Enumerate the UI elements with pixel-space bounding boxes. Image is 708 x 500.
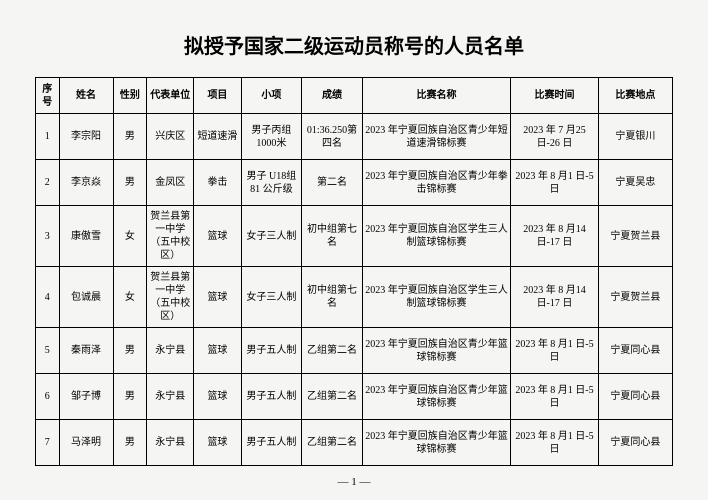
- header-gender: 性别: [113, 78, 147, 114]
- cell-name: 秦雨泽: [59, 328, 113, 374]
- cell-result: 乙组第二名: [302, 420, 363, 466]
- cell-seq: 4: [36, 267, 60, 328]
- cell-competition: 2023 年宁夏回族自治区学生三人制篮球锦标赛: [362, 206, 510, 267]
- cell-event: 男子五人制: [241, 374, 302, 420]
- cell-event: 男子 U18组 81 公斤级: [241, 160, 302, 206]
- header-venue: 比赛地点: [598, 78, 672, 114]
- cell-unit: 兴庆区: [147, 114, 194, 160]
- cell-result: 乙组第二名: [302, 374, 363, 420]
- cell-unit: 金凤区: [147, 160, 194, 206]
- cell-venue: 宁夏贺兰县: [598, 267, 672, 328]
- cell-time: 2023 年 7 月25 日-26 日: [511, 114, 599, 160]
- cell-unit: 贺兰县第一中学（五中校区）: [147, 206, 194, 267]
- table-row: 1 李宗阳 男 兴庆区 短道速滑 男子丙组1000米 01:36.250第四名 …: [36, 114, 673, 160]
- cell-name: 包诚晨: [59, 267, 113, 328]
- table-row: 5 秦雨泽 男 永宁县 篮球 男子五人制 乙组第二名 2023 年宁夏回族自治区…: [36, 328, 673, 374]
- cell-result: 初中组第七名: [302, 267, 363, 328]
- cell-venue: 宁夏同心县: [598, 328, 672, 374]
- cell-sport: 篮球: [194, 267, 241, 328]
- cell-time: 2023 年 8 月14 日-17 日: [511, 206, 599, 267]
- cell-seq: 3: [36, 206, 60, 267]
- cell-sport: 篮球: [194, 206, 241, 267]
- cell-seq: 2: [36, 160, 60, 206]
- cell-time: 2023 年 8 月1 日-5 日: [511, 160, 599, 206]
- cell-result: 第二名: [302, 160, 363, 206]
- table-row: 2 李京焱 男 金凤区 拳击 男子 U18组 81 公斤级 第二名 2023 年…: [36, 160, 673, 206]
- cell-name: 马泽明: [59, 420, 113, 466]
- cell-gender: 男: [113, 374, 147, 420]
- header-unit: 代表单位: [147, 78, 194, 114]
- cell-time: 2023 年 8 月1 日-5 日: [511, 374, 599, 420]
- table-row: 3 康傲雪 女 贺兰县第一中学（五中校区） 篮球 女子三人制 初中组第七名 20…: [36, 206, 673, 267]
- header-name: 姓名: [59, 78, 113, 114]
- cell-seq: 1: [36, 114, 60, 160]
- header-time: 比赛时间: [511, 78, 599, 114]
- cell-event: 女子三人制: [241, 267, 302, 328]
- cell-name: 李宗阳: [59, 114, 113, 160]
- cell-unit: 贺兰县第一中学（五中校区）: [147, 267, 194, 328]
- cell-gender: 男: [113, 114, 147, 160]
- cell-unit: 永宁县: [147, 374, 194, 420]
- cell-gender: 男: [113, 420, 147, 466]
- cell-seq: 7: [36, 420, 60, 466]
- cell-venue: 宁夏贺兰县: [598, 206, 672, 267]
- cell-gender: 男: [113, 160, 147, 206]
- cell-result: 初中组第七名: [302, 206, 363, 267]
- cell-venue: 宁夏同心县: [598, 374, 672, 420]
- cell-name: 李京焱: [59, 160, 113, 206]
- cell-unit: 永宁县: [147, 420, 194, 466]
- cell-sport: 篮球: [194, 420, 241, 466]
- cell-seq: 5: [36, 328, 60, 374]
- cell-competition: 2023 年宁夏回族自治区青少年篮球锦标赛: [362, 420, 510, 466]
- cell-sport: 篮球: [194, 374, 241, 420]
- cell-unit: 永宁县: [147, 328, 194, 374]
- cell-competition: 2023 年宁夏回族自治区学生三人制篮球锦标赛: [362, 267, 510, 328]
- header-seq: 序号: [36, 78, 60, 114]
- cell-event: 男子五人制: [241, 328, 302, 374]
- cell-time: 2023 年 8 月1 日-5 日: [511, 420, 599, 466]
- table-row: 4 包诚晨 女 贺兰县第一中学（五中校区） 篮球 女子三人制 初中组第七名 20…: [36, 267, 673, 328]
- page-number: — 1 —: [338, 476, 371, 488]
- athlete-table: 序号 姓名 性别 代表单位 项目 小项 成绩 比赛名称 比赛时间 比赛地点 1 …: [35, 77, 673, 466]
- cell-time: 2023 年 8 月1 日-5 日: [511, 328, 599, 374]
- table-row: 7 马泽明 男 永宁县 篮球 男子五人制 乙组第二名 2023 年宁夏回族自治区…: [36, 420, 673, 466]
- cell-gender: 女: [113, 206, 147, 267]
- cell-competition: 2023 年宁夏回族自治区青少年篮球锦标赛: [362, 374, 510, 420]
- cell-sport: 拳击: [194, 160, 241, 206]
- header-result: 成绩: [302, 78, 363, 114]
- cell-competition: 2023 年宁夏回族自治区青少年短道速滑锦标赛: [362, 114, 510, 160]
- cell-venue: 宁夏吴忠: [598, 160, 672, 206]
- cell-event: 男子五人制: [241, 420, 302, 466]
- cell-name: 邹子博: [59, 374, 113, 420]
- cell-sport: 篮球: [194, 328, 241, 374]
- cell-gender: 女: [113, 267, 147, 328]
- cell-time: 2023 年 8 月14 日-17 日: [511, 267, 599, 328]
- cell-competition: 2023 年宁夏回族自治区青少年篮球锦标赛: [362, 328, 510, 374]
- header-event: 小项: [241, 78, 302, 114]
- cell-name: 康傲雪: [59, 206, 113, 267]
- cell-event: 男子丙组1000米: [241, 114, 302, 160]
- cell-result: 01:36.250第四名: [302, 114, 363, 160]
- header-competition: 比赛名称: [362, 78, 510, 114]
- table-body: 1 李宗阳 男 兴庆区 短道速滑 男子丙组1000米 01:36.250第四名 …: [36, 114, 673, 466]
- cell-sport: 短道速滑: [194, 114, 241, 160]
- cell-competition: 2023 年宁夏回族自治区青少年拳击锦标赛: [362, 160, 510, 206]
- cell-venue: 宁夏银川: [598, 114, 672, 160]
- header-sport: 项目: [194, 78, 241, 114]
- cell-gender: 男: [113, 328, 147, 374]
- cell-result: 乙组第二名: [302, 328, 363, 374]
- cell-seq: 6: [36, 374, 60, 420]
- document-title: 拟授予国家二级运动员称号的人员名单: [35, 30, 673, 59]
- cell-event: 女子三人制: [241, 206, 302, 267]
- cell-venue: 宁夏同心县: [598, 420, 672, 466]
- table-header-row: 序号 姓名 性别 代表单位 项目 小项 成绩 比赛名称 比赛时间 比赛地点: [36, 78, 673, 114]
- table-row: 6 邹子博 男 永宁县 篮球 男子五人制 乙组第二名 2023 年宁夏回族自治区…: [36, 374, 673, 420]
